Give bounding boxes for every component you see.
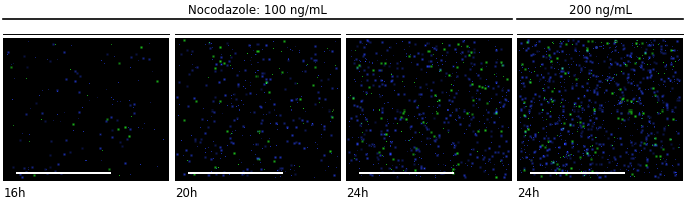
Text: 20h: 20h (175, 187, 197, 200)
Text: 16h: 16h (3, 187, 26, 200)
Text: 24h: 24h (517, 187, 540, 200)
Text: Nocodazole: 100 ng/mL: Nocodazole: 100 ng/mL (188, 4, 327, 17)
Text: 24h: 24h (346, 187, 369, 200)
Text: 200 ng/mL: 200 ng/mL (569, 4, 632, 17)
